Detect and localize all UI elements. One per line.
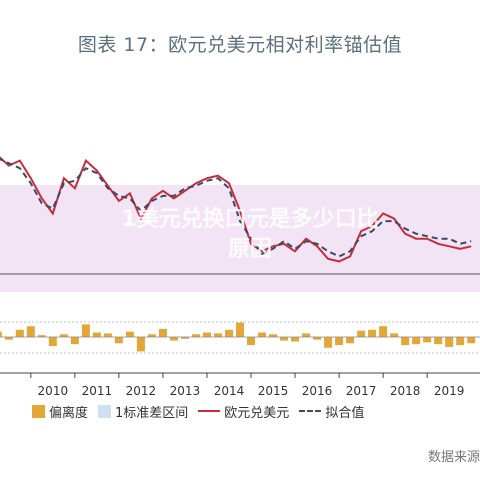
deviation-bar [247,337,256,346]
deviation-bar [423,337,432,343]
x-ticks: 2010 2011 2012 2013 2014 2015 2016 2017 2018 2019 [30,373,465,398]
deviation-bar [26,326,35,337]
deviation-bars [0,321,480,354]
legend-swatch-eurusd [198,410,221,412]
legend-label-deviation: 偏离度 [49,405,89,421]
deviation-bar [180,337,189,339]
x-tick-label: 2010 [38,384,69,398]
deviation-bar [434,337,443,345]
x-tick-label: 2016 [302,384,333,398]
deviation-bar [379,326,388,337]
deviation-bar [291,337,300,342]
x-tick-label: 2019 [434,384,465,398]
deviation-bar [313,337,322,340]
deviation-bar [401,337,410,346]
series-line-fitted [0,158,472,258]
legend-item-band: 1标准差区间 [98,402,188,421]
deviation-bar [81,324,90,337]
x-tick-label: 2015 [258,384,289,398]
deviation-bar [103,333,112,337]
deviation-bar [37,335,46,337]
deviation-bar [92,332,101,337]
deviation-bar [136,337,145,352]
deviation-bar [158,328,167,337]
series-lines [0,156,472,263]
legend-swatch-band [98,404,112,418]
legend: 偏离度 1标准差区间 欧元兑美元 拟合值 [32,402,374,421]
legend-label-fitted: 拟合值 [325,405,365,421]
deviation-bar [269,334,278,337]
deviation-bar [390,333,399,337]
deviation-bar [169,337,178,341]
deviation-bar [412,337,421,345]
x-tick-label: 2013 [170,384,201,398]
deviation-bar [48,337,57,346]
source-note: 数据来源 [427,450,480,465]
deviation-bar [357,330,366,337]
deviation-bar [70,337,79,345]
series-line-eurusd [0,156,472,263]
legend-label-band: 1标准差区间 [115,405,189,421]
deviation-bar [236,322,244,337]
deviation-bar [213,333,222,337]
deviation-bar [4,337,13,340]
x-tick-label: 2012 [126,384,157,398]
deviation-bar [324,337,333,348]
deviation-bar [456,337,465,346]
deviation-bar [302,333,311,337]
std-band [0,185,480,292]
deviation-bar [114,337,123,344]
legend-swatch-fitted [299,410,322,412]
deviation-bar [368,329,377,337]
legend-item-eurusd: 欧元兑美元 [198,402,289,421]
deviation-bar [125,331,134,337]
deviation-bar [280,337,289,341]
deviation-bar [335,337,344,346]
x-tick-label: 2014 [214,384,245,398]
legend-item-deviation: 偏离度 [32,402,88,421]
deviation-bar [224,329,233,337]
legend-label-eurusd: 欧元兑美元 [224,405,290,421]
deviation-bar [258,332,267,337]
deviation-bar [202,332,211,337]
deviation-bar [445,337,454,347]
deviation-bar [59,334,68,337]
x-tick-label: 2011 [82,384,113,398]
deviation-bar [0,331,2,337]
legend-item-fitted: 拟合值 [299,402,364,421]
deviation-bar [467,337,476,344]
deviation-bar [191,334,200,337]
deviation-bar [147,334,156,337]
legend-swatch-deviation [32,404,45,418]
deviation-bar [346,337,355,344]
chart-title: 图表 17：欧元兑美元相对利率锚估值 [77,34,403,56]
x-tick-label: 2017 [346,384,377,398]
deviation-bar [15,329,24,337]
x-tick-label: 2018 [390,384,421,398]
